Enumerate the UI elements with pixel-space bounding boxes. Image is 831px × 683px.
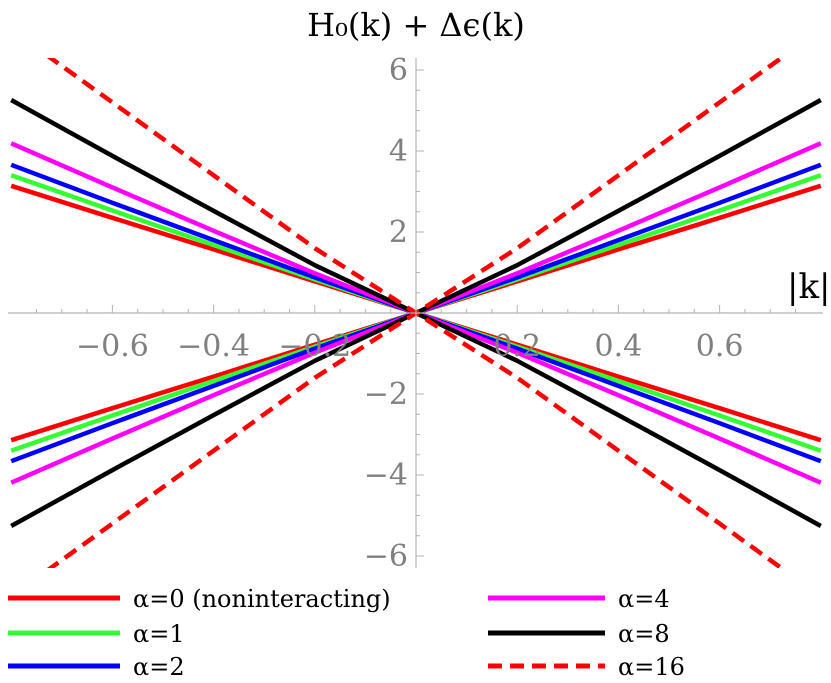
axes-group <box>8 58 823 568</box>
legend-item: α=0 (noninteracting) <box>8 585 391 613</box>
y-tick-label: −4 <box>364 458 408 493</box>
y-tick-label: −2 <box>364 377 408 412</box>
legend-item: α=8 <box>488 620 670 648</box>
legend-item: α=2 <box>8 653 185 681</box>
x-tick-label: −0.4 <box>177 329 250 364</box>
ticks-group: −0.6 −0.4 −0.2 0.2 0.4 0.6 −6 −4 −2 2 4 6 <box>76 53 743 574</box>
x-tick-label: −0.2 <box>278 329 351 364</box>
x-tick-label: 0.2 <box>493 329 541 364</box>
x-tick-label: 0.4 <box>595 329 643 364</box>
legend-label: α=4 <box>618 585 670 613</box>
y-tick-label: 2 <box>389 215 408 250</box>
legend-label: α=1 <box>133 620 185 648</box>
y-tick-label: 4 <box>389 134 408 169</box>
x-tick-label: −0.6 <box>76 329 149 364</box>
y-tick-label: −6 <box>364 539 408 574</box>
x-tick-label: 0.6 <box>696 329 744 364</box>
legend-label: α=16 <box>618 653 685 681</box>
legend-item: α=16 <box>488 653 685 681</box>
y-tick-label: 6 <box>389 53 408 88</box>
x-axis-label: |k| <box>787 267 831 307</box>
chart-title: H₀(k) + Δϵ(k) <box>307 6 525 44</box>
legend-label: α=0 (noninteracting) <box>133 585 391 613</box>
legend-label: α=8 <box>618 620 670 648</box>
legend-item: α=1 <box>8 620 185 648</box>
legend: α=0 (noninteracting) α=1 α=2 α=4 α=8 α=16 <box>8 585 685 681</box>
legend-label: α=2 <box>133 653 185 681</box>
legend-item: α=4 <box>488 585 670 613</box>
